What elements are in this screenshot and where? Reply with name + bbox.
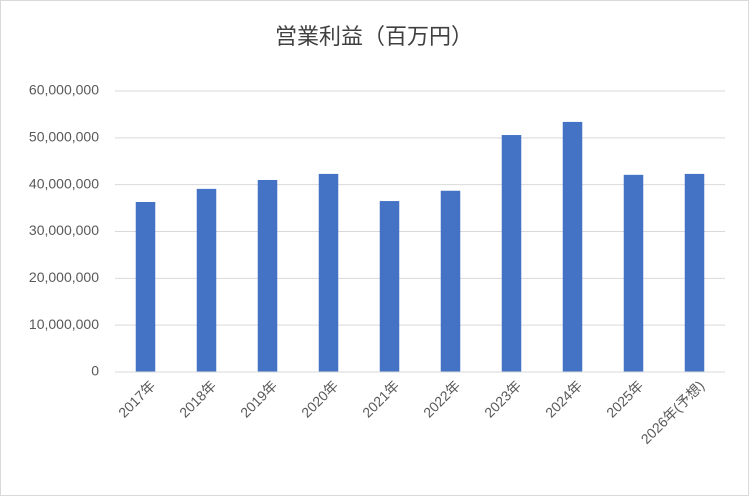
- y-tick-label: 0: [91, 363, 99, 379]
- bar: [318, 173, 339, 372]
- bar: [623, 174, 644, 372]
- y-tick-label: 60,000,000: [29, 82, 99, 98]
- y-tick-label: 20,000,000: [29, 269, 99, 285]
- bar: [135, 201, 156, 372]
- y-tick-label: 40,000,000: [29, 175, 99, 191]
- bar: [196, 188, 217, 372]
- bar: [379, 201, 400, 372]
- y-tick-label: 10,000,000: [29, 316, 99, 332]
- bar: [501, 135, 522, 372]
- bar: [440, 190, 461, 372]
- chart-title: 営業利益（百万円）: [275, 24, 473, 49]
- bar: [684, 173, 705, 372]
- y-tick-label: 30,000,000: [29, 222, 99, 238]
- y-tick-label: 50,000,000: [29, 129, 99, 145]
- bar: [257, 179, 278, 372]
- bar: [562, 121, 583, 372]
